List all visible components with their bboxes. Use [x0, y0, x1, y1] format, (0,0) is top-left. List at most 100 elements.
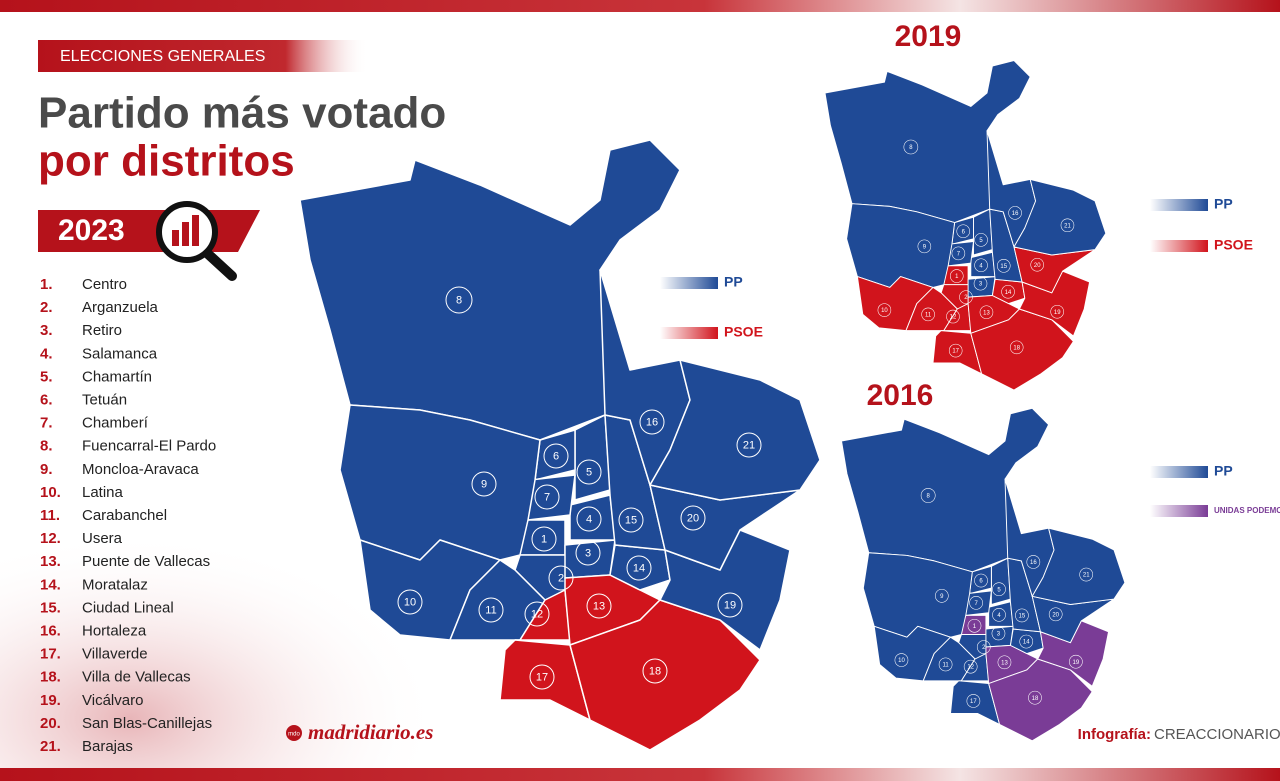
district	[990, 557, 1011, 605]
district-number: 10.	[40, 484, 61, 501]
legend-label: PP	[1214, 196, 1233, 212]
district-label: 11	[942, 663, 949, 669]
site-logo-mark: mdo	[288, 732, 300, 738]
district-name: Villa de Vallecas	[82, 669, 191, 686]
district-marker	[950, 269, 964, 283]
district-number: 20.	[40, 715, 61, 732]
legend-swatch	[660, 277, 718, 289]
district-marker	[1019, 634, 1034, 649]
district-label: 10	[881, 308, 888, 314]
district-marker	[948, 343, 963, 358]
kicker-band	[38, 40, 368, 72]
district-label: 8	[456, 294, 462, 306]
district-marker	[1048, 607, 1063, 622]
district	[940, 303, 972, 332]
district-label: 17	[952, 349, 959, 355]
legend-swatch	[1150, 466, 1208, 478]
district-marker	[680, 505, 706, 531]
district-number: 16.	[40, 622, 61, 639]
district-marker	[921, 307, 935, 322]
district-marker	[576, 506, 602, 532]
district-label: 9	[923, 244, 927, 250]
district-marker	[471, 471, 497, 497]
district-name: San Blas-Canillejas	[82, 715, 212, 732]
district-label: 3	[979, 282, 983, 288]
district-name: Carabanchel	[82, 507, 167, 524]
district-name: Retiro	[82, 322, 122, 339]
year: 2023	[58, 214, 125, 247]
district-label: 13	[593, 600, 605, 612]
district-marker	[548, 565, 574, 591]
district-name: Centro	[82, 276, 127, 293]
district-marker	[1015, 608, 1029, 623]
district-marker	[974, 258, 988, 273]
district-marker	[959, 290, 973, 304]
district-marker	[531, 526, 557, 552]
district	[973, 208, 993, 256]
district-name: Puente de Vallecas	[82, 553, 210, 570]
district-label: 10	[404, 596, 416, 608]
legend-swatch	[1150, 505, 1208, 517]
district-label: 5	[586, 466, 592, 478]
district-label: 3	[997, 631, 1001, 637]
district-marker	[1079, 567, 1094, 582]
legend-swatch	[1150, 240, 1208, 252]
district-number: 13.	[40, 553, 61, 570]
district-label: 15	[1000, 264, 1007, 270]
district-label: 11	[485, 604, 496, 616]
district-name: Chamartín	[82, 368, 152, 385]
district-marker	[618, 507, 644, 533]
district-marker	[1060, 218, 1075, 233]
district-marker	[1009, 340, 1024, 355]
district-marker	[974, 573, 988, 588]
district-marker	[920, 488, 936, 503]
district-marker	[877, 303, 892, 317]
district-number: 18.	[40, 669, 61, 686]
district-label: 20	[687, 512, 699, 524]
district-label: 2	[982, 645, 986, 651]
district-label: 1	[541, 533, 547, 545]
district-marker	[974, 233, 988, 247]
site-name: madridiario.es	[308, 720, 433, 744]
title: Partido más votado	[38, 89, 446, 138]
legend-label: PP	[724, 274, 743, 290]
legend-label: PP	[1214, 463, 1233, 479]
district-label: 12	[531, 608, 543, 620]
district-label: 21	[1083, 573, 1090, 579]
district-label: 5	[979, 238, 983, 244]
district-marker	[934, 588, 949, 603]
district-label: 11	[925, 312, 932, 318]
district-marker	[991, 626, 1006, 641]
district-label: 1	[955, 274, 959, 280]
district-label: 20	[1034, 263, 1041, 269]
district-number: 14.	[40, 576, 61, 593]
district-label: 12	[950, 315, 957, 321]
district-label: 7	[957, 251, 960, 257]
district-marker	[992, 608, 1006, 622]
site-logo-dot	[286, 725, 302, 741]
district-marker	[1001, 284, 1015, 299]
district-label: 20	[1052, 612, 1059, 618]
district-label: 21	[743, 439, 755, 451]
district-marker	[717, 592, 743, 618]
district-label: 8	[909, 145, 913, 151]
district-label: 19	[724, 599, 736, 611]
district-marker	[1026, 555, 1041, 569]
district-marker	[992, 582, 1006, 597]
district-marker	[963, 659, 978, 674]
district-marker	[969, 596, 983, 610]
district-marker	[1030, 257, 1044, 272]
district-label: 1	[973, 624, 977, 630]
map-year: 2019	[895, 20, 962, 53]
district-marker	[575, 540, 601, 566]
district-label: 18	[1013, 345, 1020, 351]
district-label: 19	[1073, 660, 1080, 666]
district-marker	[1069, 654, 1083, 669]
district-marker	[979, 305, 994, 319]
district-marker	[973, 276, 988, 291]
legend-swatch	[1150, 199, 1208, 211]
district-name: Vicálvaro	[82, 692, 143, 709]
district-marker	[586, 593, 612, 619]
district-number: 5.	[40, 368, 53, 385]
